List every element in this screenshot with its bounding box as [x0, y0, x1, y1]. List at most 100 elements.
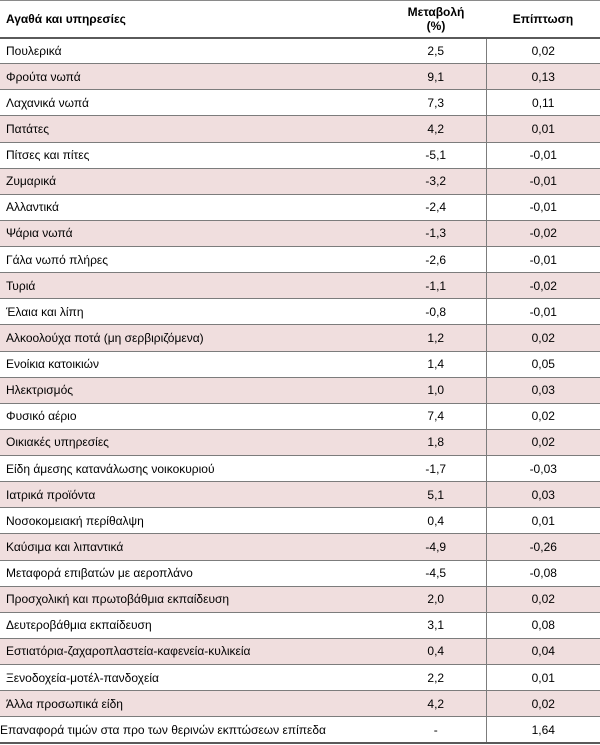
row-change: 1,0: [386, 377, 486, 404]
table-row: Πατάτες 4,2 0,01: [0, 115, 600, 143]
row-impact: -0,02: [485, 220, 600, 248]
row-impact: 0,01: [485, 664, 600, 692]
table-body: Πουλερικά 2,5 0,02 Φρούτα νωπά 9,1 0,13 Λαχανι…: [0, 37, 600, 744]
header-change-unit: (%): [426, 18, 446, 33]
row-impact: 0,01: [485, 507, 600, 535]
table-row: Ξενοδοχεία-μοτέλ-πανδοχεία 2,2 0,01: [0, 664, 600, 692]
row-impact: 0,01: [485, 115, 600, 143]
table-row: Πίτσες και πίτες -5,1 -0,01: [0, 142, 600, 169]
row-label: Τυριά: [0, 272, 386, 300]
table-row: Ιατρικά προϊόντα 5,1 0,03: [0, 481, 600, 509]
row-impact: -0,03: [485, 455, 600, 483]
table-row: Γάλα νωπό πλήρες -2,6 -0,01: [0, 246, 600, 274]
row-change: -0,8: [386, 298, 486, 326]
table-row: Καύσιμα και λιπαντικά -4,9 -0,26: [0, 533, 600, 561]
header-goods-services: Αγαθά και υπηρεσίες: [0, 0, 386, 39]
row-label: Πίτσες και πίτες: [0, 142, 386, 169]
table-row: Επαναφορά τιμών στα προ των θερινών εκπτ…: [0, 716, 600, 744]
row-impact: 0,04: [485, 638, 600, 666]
table-row: Έλαια και λίπη -0,8 -0,01: [0, 298, 600, 326]
row-change: -4,9: [386, 533, 486, 561]
row-label: Πατάτες: [0, 115, 386, 143]
table-row: Ψάρια νωπά -1,3 -0,02: [0, 220, 600, 248]
row-change: -5,1: [386, 142, 486, 169]
row-label: Ιατρικά προϊόντα: [0, 481, 386, 509]
row-impact: 0,13: [485, 63, 600, 91]
row-change: 1,2: [386, 324, 486, 352]
table-row: Ζυμαρικά -3,2 -0,01: [0, 168, 600, 195]
header-change-percent: Μεταβολή (%): [386, 0, 486, 39]
table-row: Είδη άμεσης κατανάλωσης νοικοκυριού -1,7-…: [0, 455, 600, 483]
row-change: 7,4: [386, 403, 486, 430]
table-row: Φυσικό αέριο 7,4 0,02: [0, 403, 600, 430]
row-impact: 1,64: [485, 716, 600, 744]
row-label: Ενοίκια κατοικιών: [0, 351, 386, 378]
row-change: 1,4: [386, 351, 486, 378]
row-change: -3,2: [386, 168, 486, 195]
row-label: Άλλα προσωπικά είδη: [0, 690, 386, 718]
row-impact: 0,03: [485, 481, 600, 509]
row-label: Επαναφορά τιμών στα προ των θερινών εκπτ…: [0, 716, 386, 744]
row-label: Προσχολική και πρωτοβάθμια εκπαίδευση: [0, 586, 386, 613]
row-change: 7,3: [386, 89, 486, 117]
row-change: 4,2: [386, 690, 486, 718]
row-impact: 0,08: [485, 612, 600, 639]
row-impact: 0,02: [485, 690, 600, 718]
row-label: Λαχανικά νωπά: [0, 89, 386, 117]
row-label: Είδη άμεσης κατανάλωσης νοικοκυριού: [0, 455, 386, 483]
row-label: Δευτεροβάθμια εκπαίδευση: [0, 612, 386, 639]
row-impact: -0,08: [485, 560, 600, 587]
row-label: Ξενοδοχεία-μοτέλ-πανδοχεία: [0, 664, 386, 692]
row-label: Εστιατόρια-ζαχαροπλαστεία-καφενεία-κυλικ…: [0, 638, 386, 666]
row-impact: 0,02: [485, 403, 600, 430]
row-label: Ηλεκτρισμός: [0, 377, 386, 404]
row-change: 2,2: [386, 664, 486, 692]
row-label: Νοσοκομειακή περίθαλψη: [0, 507, 386, 535]
row-label: Γάλα νωπό πλήρες: [0, 246, 386, 274]
table-header-row: Αγαθά και υπηρεσίες Μεταβολή (%) Επίπτωσ…: [0, 0, 600, 39]
row-change: 5,1: [386, 481, 486, 509]
table-row: Εστιατόρια-ζαχαροπλαστεία-καφενεία-κυλικ…: [0, 638, 600, 666]
table-row: Δευτεροβάθμια εκπαίδευση 3,1 0,08: [0, 612, 600, 639]
row-label: Πουλερικά: [0, 37, 386, 65]
row-label: Καύσιμα και λιπαντικά: [0, 533, 386, 561]
table-row: Προσχολική και πρωτοβάθμια εκπαίδευση 2,0…: [0, 586, 600, 613]
row-impact: -0,01: [485, 168, 600, 195]
table-row: Ηλεκτρισμός 1,0 0,03: [0, 377, 600, 404]
row-change: 1,8: [386, 429, 486, 457]
table-row: Τυριά -1,1 -0,02: [0, 272, 600, 300]
row-label: Αλλαντικά: [0, 194, 386, 221]
row-label: Οικιακές υπηρεσίες: [0, 429, 386, 457]
row-label: Ψάρια νωπά: [0, 220, 386, 248]
row-label: Αλκοολούχα ποτά (μη σερβιριζόμενα): [0, 324, 386, 352]
row-label: Ζυμαρικά: [0, 168, 386, 195]
row-change: 4,2: [386, 115, 486, 143]
table-row: Άλλα προσωπικά είδη 4,2 0,02: [0, 690, 600, 718]
row-impact: -0,01: [485, 298, 600, 326]
row-impact: 0,02: [485, 429, 600, 457]
row-impact: -0,02: [485, 272, 600, 300]
row-change: 0,4: [386, 638, 486, 666]
row-impact: 0,02: [485, 324, 600, 352]
table-row: Οικιακές υπηρεσίες 1,8 0,02: [0, 429, 600, 457]
table-row: Αλκοολούχα ποτά (μη σερβιριζόμενα) 1,2 0,0…: [0, 324, 600, 352]
row-impact: 0,11: [485, 89, 600, 117]
row-impact: 0,02: [485, 37, 600, 65]
table-row: Φρούτα νωπά 9,1 0,13: [0, 63, 600, 91]
row-change: -1,3: [386, 220, 486, 248]
table-row: Μεταφορά επιβατών με αεροπλάνο -4,5 -0,08: [0, 560, 600, 587]
row-impact: 0,05: [485, 351, 600, 378]
row-change: -2,6: [386, 246, 486, 274]
row-impact: -0,01: [485, 142, 600, 169]
row-impact: -0,26: [485, 533, 600, 561]
row-label: Έλαια και λίπη: [0, 298, 386, 326]
row-change: -1,1: [386, 272, 486, 300]
header-impact: Επίπτωση: [486, 0, 600, 39]
row-change: -2,4: [386, 194, 486, 221]
row-change: -1,7: [386, 455, 486, 483]
table-row: Αλλαντικά -2,4 -0,01: [0, 194, 600, 221]
row-impact: -0,01: [485, 246, 600, 274]
table-row: Λαχανικά νωπά 7,3 0,11: [0, 89, 600, 117]
row-change: -4,5: [386, 560, 486, 587]
